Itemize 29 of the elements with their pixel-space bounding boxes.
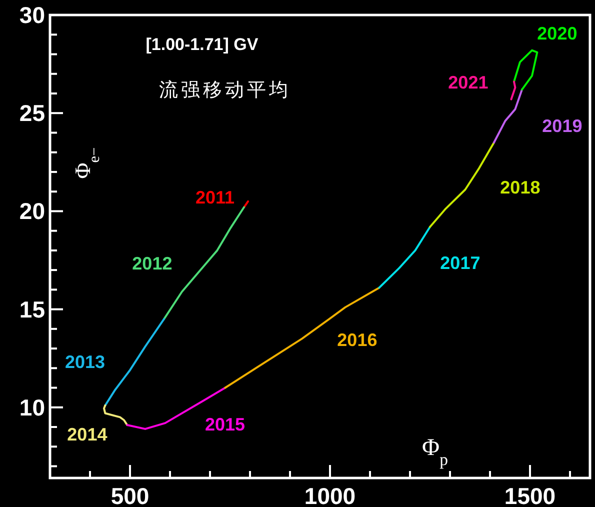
x-tick-label: 1000 bbox=[304, 483, 356, 507]
line-series bbox=[104, 318, 165, 406]
text: [1.00-1.71] GV bbox=[146, 35, 259, 54]
series-label: 2019 bbox=[542, 116, 582, 136]
x-tick-label: 500 bbox=[110, 483, 150, 507]
line-series bbox=[224, 286, 380, 389]
series-label: 2018 bbox=[500, 178, 540, 198]
x-tick-label: 1500 bbox=[504, 483, 556, 507]
y-tick-label: 15 bbox=[19, 296, 46, 322]
y-tick-label: 10 bbox=[19, 394, 45, 420]
series-label: 2015 bbox=[204, 414, 246, 434]
series-label: 2014 bbox=[67, 424, 108, 444]
y-tick-label: 30 bbox=[19, 2, 45, 28]
line-series bbox=[513, 49, 538, 91]
series-label: 2017 bbox=[440, 253, 480, 274]
series-label: 2021 bbox=[448, 72, 488, 93]
line-series bbox=[103, 404, 128, 426]
series-label: 2012 bbox=[132, 253, 172, 274]
series-label: 2016 bbox=[337, 330, 378, 350]
x-axis-title: Φ$_{p}$ bbox=[422, 435, 448, 468]
line-series bbox=[378, 226, 431, 289]
series-label: 2011 bbox=[195, 187, 235, 208]
line-series bbox=[493, 88, 523, 144]
series-label: 2013 bbox=[64, 352, 106, 372]
text: 流强移动平均 bbox=[159, 79, 291, 101]
y-tick-label: 25 bbox=[19, 100, 46, 126]
line-series bbox=[429, 142, 495, 228]
series-label: 2020 bbox=[537, 23, 578, 44]
y-tick-label: 20 bbox=[19, 198, 45, 224]
